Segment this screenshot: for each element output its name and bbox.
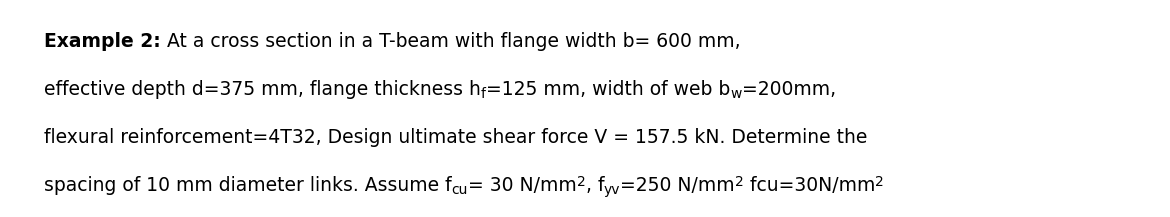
Text: spacing of 10 mm diameter links. Assume f: spacing of 10 mm diameter links. Assume …: [44, 176, 452, 195]
Text: At a cross section in a T-beam with flange width b= 600 mm,: At a cross section in a T-beam with flan…: [160, 32, 741, 51]
Text: cu: cu: [452, 183, 468, 197]
Text: f: f: [481, 87, 486, 101]
Text: = 30 N/mm: = 30 N/mm: [468, 176, 577, 195]
Text: fcu=30N/mm: fcu=30N/mm: [744, 176, 875, 195]
Text: w: w: [730, 87, 742, 101]
Text: Example 2:: Example 2:: [44, 32, 160, 51]
Text: , f: , f: [585, 176, 604, 195]
Text: =200mm,: =200mm,: [742, 80, 835, 99]
Text: 2: 2: [577, 175, 585, 189]
Text: flexural reinforcement=4T32, Design ultimate shear force V = 157.5 kN. Determine: flexural reinforcement=4T32, Design ulti…: [44, 128, 867, 147]
Text: 2: 2: [875, 175, 885, 189]
Text: =125 mm, width of web b: =125 mm, width of web b: [486, 80, 730, 99]
Text: yv: yv: [604, 183, 620, 197]
Text: =250 N/mm: =250 N/mm: [620, 176, 735, 195]
Text: 2: 2: [735, 175, 744, 189]
Text: effective depth d=375 mm, flange thickness h: effective depth d=375 mm, flange thickne…: [44, 80, 481, 99]
